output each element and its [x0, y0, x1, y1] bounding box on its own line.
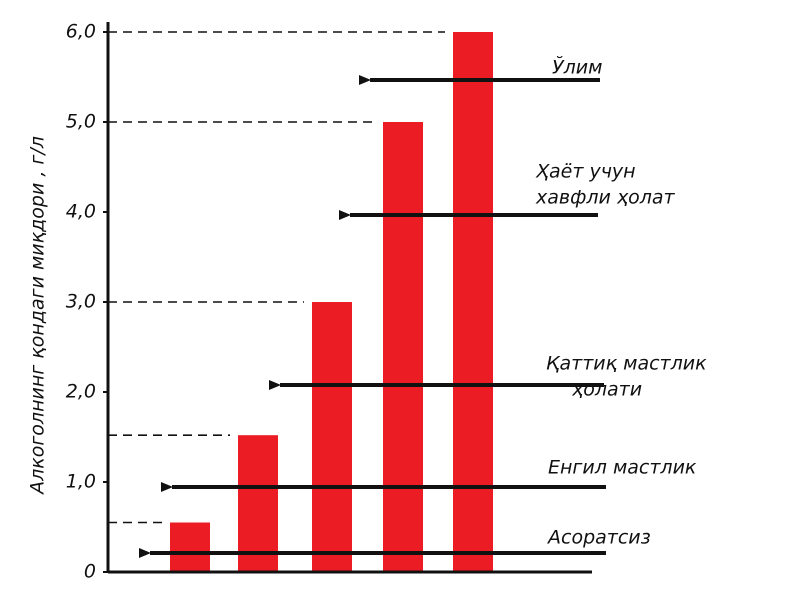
annotation: Енгил мастлик [548, 457, 697, 479]
y-tick-label: 2,0 [66, 381, 96, 403]
y-axis-label: Алкоголнинг қондаги миқдори , г/л [27, 136, 49, 496]
bar [453, 32, 493, 572]
annotation: ҳолати [571, 379, 642, 401]
y-tick-label: 3,0 [66, 291, 96, 313]
bar [383, 122, 423, 572]
annotation: Ўлим [552, 56, 602, 79]
bar [312, 302, 352, 572]
y-tick-label: 5,0 [66, 111, 96, 133]
bar [170, 522, 210, 572]
y-tick-label: 1,0 [66, 471, 96, 493]
annotation: хавфли ҳолат [535, 187, 676, 209]
bar [238, 435, 278, 572]
annotation: Қаттиқ мастлик [546, 353, 707, 375]
annotation: Ҳаёт учун [535, 161, 636, 183]
y-tick-label: 4,0 [66, 201, 96, 223]
y-tick-label: 0 [84, 561, 96, 583]
y-tick-label: 6,0 [66, 21, 96, 43]
annotation: Асоратсиз [546, 527, 651, 549]
